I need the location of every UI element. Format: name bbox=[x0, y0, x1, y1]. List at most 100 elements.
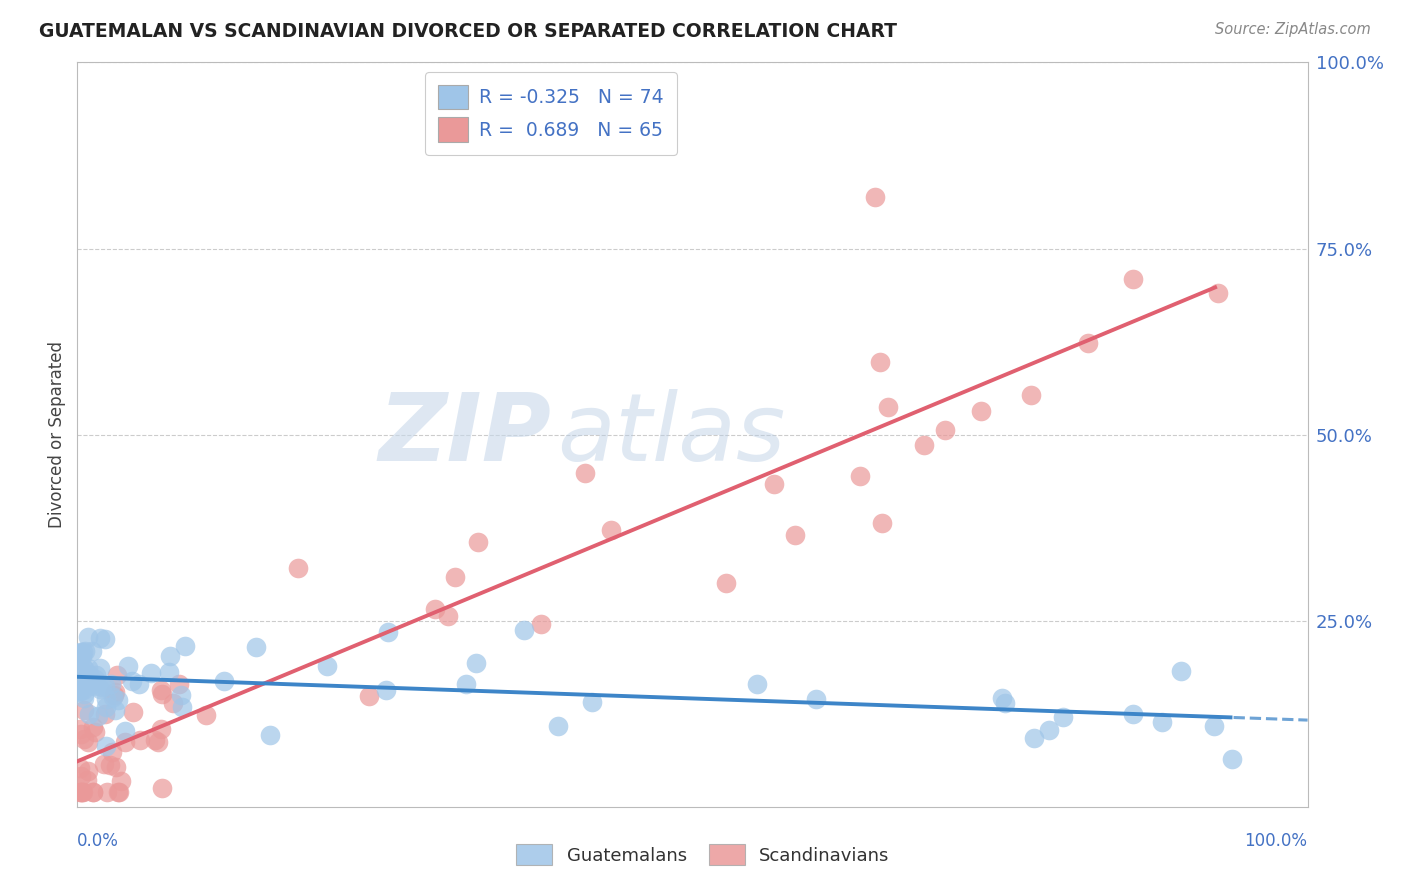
Point bbox=[600, 523, 623, 537]
Point bbox=[114, 735, 136, 749]
Point bbox=[94, 699, 117, 714]
Point bbox=[110, 774, 132, 789]
Point bbox=[70, 785, 93, 799]
Point bbox=[1220, 752, 1243, 766]
Point bbox=[76, 773, 98, 788]
Point bbox=[870, 516, 893, 530]
Point bbox=[69, 682, 91, 697]
Point bbox=[72, 661, 94, 675]
Point bbox=[77, 661, 100, 675]
Point bbox=[69, 645, 91, 659]
Point bbox=[150, 687, 173, 701]
Point bbox=[437, 609, 460, 624]
Point bbox=[167, 676, 190, 690]
Point bbox=[69, 646, 91, 660]
Point bbox=[994, 696, 1017, 710]
Point bbox=[69, 722, 91, 736]
Point bbox=[76, 764, 98, 778]
Point bbox=[374, 682, 396, 697]
Point bbox=[150, 723, 173, 737]
Point bbox=[143, 733, 166, 747]
Text: atlas: atlas bbox=[557, 389, 786, 481]
Point bbox=[108, 785, 131, 799]
Point bbox=[1077, 335, 1099, 350]
Point bbox=[877, 401, 900, 415]
Point bbox=[69, 648, 91, 663]
Point bbox=[104, 760, 127, 774]
Point bbox=[170, 688, 193, 702]
Legend: Guatemalans, Scandinavians: Guatemalans, Scandinavians bbox=[508, 835, 898, 874]
Point bbox=[93, 757, 115, 772]
Text: GUATEMALAN VS SCANDINAVIAN DIVORCED OR SEPARATED CORRELATION CHART: GUATEMALAN VS SCANDINAVIAN DIVORCED OR S… bbox=[39, 22, 897, 41]
Point bbox=[77, 707, 100, 722]
Point bbox=[934, 423, 956, 437]
Point bbox=[84, 668, 107, 682]
Point bbox=[77, 735, 100, 749]
Point bbox=[70, 727, 93, 741]
Point bbox=[121, 673, 143, 688]
Point bbox=[69, 761, 91, 775]
Point bbox=[94, 707, 117, 722]
Point bbox=[72, 683, 94, 698]
Point bbox=[315, 659, 337, 673]
Point bbox=[530, 617, 553, 632]
Point bbox=[73, 703, 96, 717]
Legend: R = -0.325   N = 74, R =  0.689   N = 65: R = -0.325 N = 74, R = 0.689 N = 65 bbox=[425, 72, 678, 154]
Point bbox=[100, 677, 122, 691]
Point bbox=[377, 625, 399, 640]
Point bbox=[94, 679, 117, 693]
Point bbox=[103, 688, 125, 702]
Point bbox=[423, 601, 446, 615]
Point bbox=[467, 534, 489, 549]
Point bbox=[77, 630, 100, 644]
Point bbox=[1206, 286, 1229, 301]
Point bbox=[194, 708, 217, 723]
Point bbox=[1122, 272, 1144, 286]
Point bbox=[96, 785, 118, 799]
Point bbox=[84, 725, 107, 739]
Point bbox=[104, 703, 127, 717]
Point bbox=[84, 679, 107, 693]
Point bbox=[70, 681, 93, 695]
Point bbox=[869, 355, 891, 369]
Point bbox=[82, 720, 104, 734]
Point bbox=[763, 477, 786, 491]
Text: 0.0%: 0.0% bbox=[77, 831, 120, 849]
Point bbox=[245, 640, 267, 655]
Point bbox=[1170, 664, 1192, 678]
Point bbox=[783, 528, 806, 542]
Point bbox=[105, 668, 128, 682]
Point bbox=[107, 693, 129, 707]
Point bbox=[72, 687, 94, 701]
Text: ZIP: ZIP bbox=[378, 389, 551, 481]
Point bbox=[912, 437, 935, 451]
Point bbox=[94, 692, 117, 706]
Point bbox=[80, 678, 103, 692]
Point bbox=[863, 189, 886, 203]
Point bbox=[1122, 706, 1144, 721]
Point bbox=[159, 649, 181, 664]
Point bbox=[1052, 709, 1074, 723]
Point bbox=[574, 466, 596, 480]
Text: Source: ZipAtlas.com: Source: ZipAtlas.com bbox=[1215, 22, 1371, 37]
Point bbox=[107, 785, 129, 799]
Point bbox=[69, 662, 91, 676]
Point bbox=[465, 656, 488, 670]
Point bbox=[87, 709, 110, 723]
Point bbox=[70, 648, 93, 663]
Point bbox=[104, 685, 127, 699]
Point bbox=[456, 677, 478, 691]
Point bbox=[212, 674, 235, 689]
Point bbox=[76, 670, 98, 684]
Point bbox=[80, 643, 103, 657]
Point bbox=[1038, 723, 1060, 737]
Point bbox=[82, 785, 104, 799]
Point bbox=[98, 758, 121, 772]
Point bbox=[89, 681, 111, 696]
Point bbox=[357, 689, 380, 703]
Point bbox=[162, 696, 184, 710]
Point bbox=[146, 735, 169, 749]
Point bbox=[89, 631, 111, 645]
Point bbox=[70, 785, 93, 799]
Point bbox=[849, 469, 872, 483]
